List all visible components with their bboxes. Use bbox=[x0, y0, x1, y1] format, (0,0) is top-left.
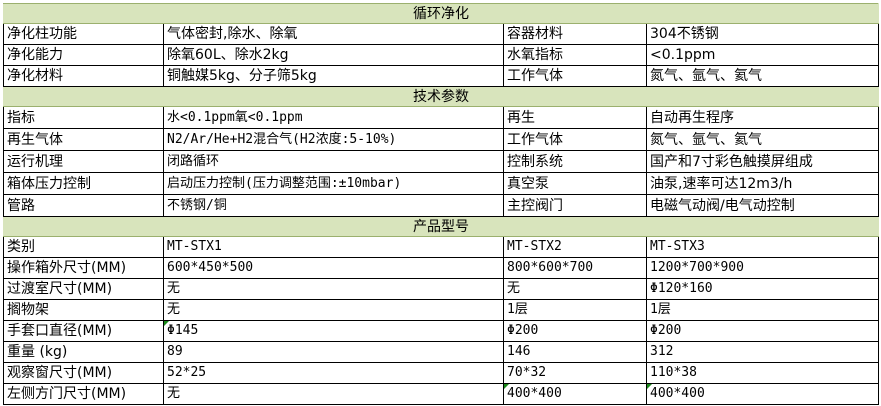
value-cell[interactable]: 无 bbox=[503, 278, 647, 300]
value-cell[interactable]: 800*600*700 bbox=[503, 257, 647, 279]
table-row: 净化材料 铜触媒5kg、分子筛5kg 工作气体 氮气、氩气、氦气 bbox=[3, 65, 879, 87]
value-cell[interactable]: 油泵,速率可达12m3/h bbox=[646, 172, 879, 195]
label-cell[interactable]: 运行机理 bbox=[3, 150, 164, 173]
section-header-row: 产品型号 bbox=[3, 216, 879, 237]
label-cell[interactable]: 工作气体 bbox=[503, 128, 647, 151]
table-row: 过渡室尺寸(MM) 无无 Φ120*160 bbox=[3, 278, 879, 300]
label-cell[interactable]: 再生气体 bbox=[3, 128, 164, 151]
label-cell[interactable]: 操作箱外尺寸(MM) bbox=[3, 257, 164, 279]
table-row: 类别 MT-STX1 MT-STX2 MT-STX3 bbox=[3, 236, 879, 258]
value-cell[interactable]: 70*32 bbox=[503, 362, 647, 384]
label-cell[interactable]: 过渡室尺寸(MM) bbox=[3, 278, 164, 300]
value-cell[interactable]: 400*400 bbox=[503, 383, 647, 405]
label-cell[interactable]: 容器材料 bbox=[503, 23, 647, 45]
value-cell[interactable]: Φ145 bbox=[163, 320, 504, 342]
section-header-row: 技术参数 bbox=[3, 86, 879, 107]
table-row: 箱体压力控制 启动压力控制(压力调整范围:±10mbar) 真空泵 油泵,速率可达12… bbox=[3, 172, 879, 195]
value-cell[interactable]: Φ200 bbox=[503, 320, 647, 342]
value-cell[interactable]: 氮气、氩气、氦气 bbox=[646, 65, 879, 87]
label-cell[interactable]: 手套口直径(MM) bbox=[3, 320, 164, 342]
value-cell[interactable]: 铜触媒5kg、分子筛5kg bbox=[163, 65, 504, 87]
value-cell[interactable]: 89 bbox=[163, 341, 504, 363]
value-cell[interactable]: 国产和7寸彩色触摸屏组成 bbox=[646, 150, 879, 173]
value-cell[interactable]: 启动压力控制(压力调整范围:±10mbar) bbox=[163, 172, 504, 195]
table-row: 净化柱功能 气体密封,除水、除氧 容器材料 304不锈钢 bbox=[3, 23, 879, 45]
value-cell[interactable]: 除氧60L、除水2kg bbox=[163, 44, 504, 66]
value-cell[interactable]: 304不锈钢 bbox=[646, 23, 879, 45]
label-cell[interactable]: 净化材料 bbox=[3, 65, 164, 87]
value-cell[interactable]: MT-STX1 bbox=[163, 236, 504, 258]
label-cell[interactable]: 类别 bbox=[3, 236, 164, 258]
label-cell[interactable]: 水氧指标 bbox=[503, 44, 647, 66]
value-cell[interactable]: 自动再生程序 bbox=[646, 106, 879, 129]
value-cell[interactable]: MT-STX3 bbox=[646, 236, 879, 258]
value-cell[interactable]: 1200*700*900 bbox=[646, 257, 879, 279]
value-cell[interactable]: 52*25 bbox=[163, 362, 504, 384]
table-row: 重量 (kg) 89 146 312 bbox=[3, 341, 879, 363]
label-cell[interactable]: 左侧方门尺寸(MM) bbox=[3, 383, 164, 405]
table-row: 左侧方门尺寸(MM) 无 400*400 400*400 bbox=[3, 383, 879, 405]
value-cell[interactable]: 312 bbox=[646, 341, 879, 363]
table-row: 操作箱外尺寸(MM) 600*450*500 800*600*700 1200*700… bbox=[3, 257, 879, 279]
table-row: 管路 不锈钢/铜 主控阀门 电磁气动阀/电气动控制 bbox=[3, 194, 879, 217]
table-row: 搁物架无 1层 1层 bbox=[3, 299, 879, 321]
value-cell[interactable]: 600*450*500 bbox=[163, 257, 504, 279]
label-cell[interactable]: 再生 bbox=[503, 106, 647, 129]
value-cell[interactable]: 气体密封,除水、除氧 bbox=[163, 23, 504, 45]
table-row: 手套口直径(MM) Φ145 Φ200 Φ200 bbox=[3, 320, 879, 342]
value-cell[interactable]: 氮气、氩气、氦气 bbox=[646, 128, 879, 151]
value-cell[interactable]: 闭路循环 bbox=[163, 150, 504, 173]
label-cell[interactable]: 净化能力 bbox=[3, 44, 164, 66]
table-row: 指标 水<0.1ppm氧<0.1ppm 再生 自动再生程序 bbox=[3, 106, 879, 129]
label-cell[interactable]: 重量 (kg) bbox=[3, 341, 164, 363]
label-cell[interactable]: 主控阀门 bbox=[503, 194, 647, 217]
label-cell[interactable]: 真空泵 bbox=[503, 172, 647, 195]
label-cell[interactable]: 箱体压力控制 bbox=[3, 172, 164, 195]
value-cell[interactable]: <0.1ppm bbox=[646, 44, 879, 66]
value-cell[interactable]: MT-STX2 bbox=[503, 236, 647, 258]
label-cell[interactable]: 观察窗尺寸(MM) bbox=[3, 362, 164, 384]
label-cell[interactable]: 净化柱功能 bbox=[3, 23, 164, 45]
value-cell[interactable]: Φ120*160 bbox=[646, 278, 879, 300]
table-row: 再生气体 N2/Ar/He+H2混合气(H2浓度:5-10%) 工作气体 氮气、氩气、… bbox=[3, 128, 879, 151]
label-cell[interactable]: 指标 bbox=[3, 106, 164, 129]
value-cell[interactable]: 1层 bbox=[503, 299, 647, 321]
value-cell[interactable]: N2/Ar/He+H2混合气(H2浓度:5-10%) bbox=[163, 128, 504, 151]
section-title[interactable]: 技术参数 bbox=[3, 86, 879, 107]
label-cell[interactable]: 管路 bbox=[3, 194, 164, 217]
value-cell[interactable]: Φ200 bbox=[646, 320, 879, 342]
value-cell[interactable]: 无 bbox=[163, 278, 504, 300]
label-cell[interactable]: 控制系统 bbox=[503, 150, 647, 173]
table-row: 运行机理 闭路循环 控制系统 国产和7寸彩色触摸屏组成 bbox=[3, 150, 879, 173]
table-row: 净化能力 除氧60L、除水2kg 水氧指标 <0.1ppm bbox=[3, 44, 879, 66]
value-cell[interactable]: 110*38 bbox=[646, 362, 879, 384]
table-row: 观察窗尺寸(MM) 52*25 70*32 110*38 bbox=[3, 362, 879, 384]
label-cell[interactable]: 工作气体 bbox=[503, 65, 647, 87]
value-cell[interactable]: 水<0.1ppm氧<0.1ppm bbox=[163, 106, 504, 129]
value-cell[interactable]: 1层 bbox=[646, 299, 879, 321]
section-header-row: 循环净化 bbox=[3, 3, 879, 24]
value-cell[interactable]: 无 bbox=[163, 299, 504, 321]
label-cell[interactable]: 搁物架 bbox=[3, 299, 164, 321]
section-title[interactable]: 循环净化 bbox=[3, 3, 879, 24]
value-cell[interactable]: 不锈钢/铜 bbox=[163, 194, 504, 217]
section-title[interactable]: 产品型号 bbox=[3, 216, 879, 237]
value-cell[interactable]: 400*400 bbox=[646, 383, 879, 405]
value-cell[interactable]: 电磁气动阀/电气动控制 bbox=[646, 194, 879, 217]
value-cell[interactable]: 146 bbox=[503, 341, 647, 363]
spec-sheet-table: 循环净化 净化柱功能 气体密封,除水、除氧 容器材料 304不锈钢 净化能力 除氧60L、除… bbox=[3, 3, 879, 405]
value-cell[interactable]: 无 bbox=[163, 383, 504, 405]
